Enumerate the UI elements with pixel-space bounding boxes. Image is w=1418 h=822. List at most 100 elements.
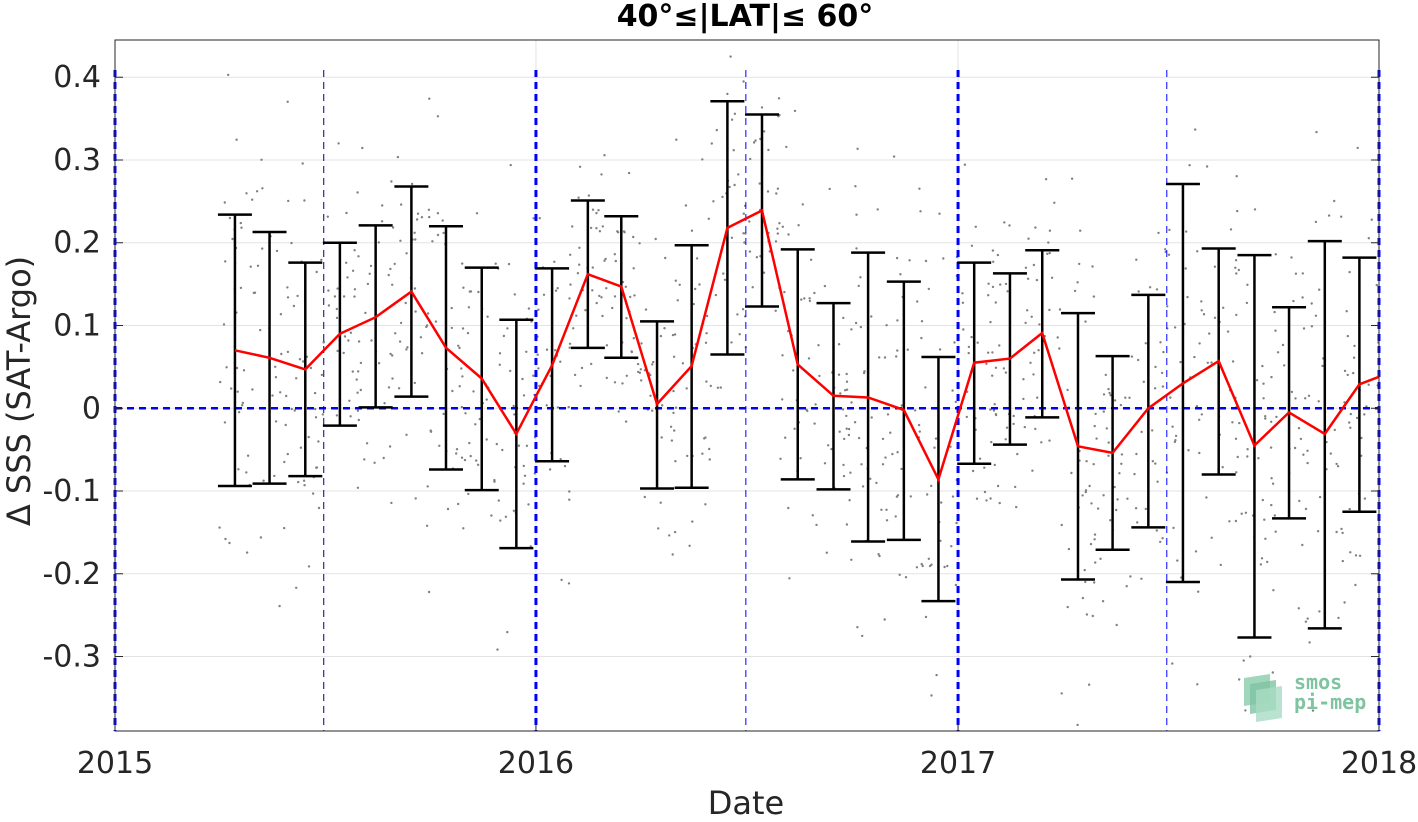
- scatter-point: [1084, 320, 1087, 323]
- scatter-point: [637, 370, 640, 374]
- scatter-point: [1321, 364, 1324, 368]
- scatter-point: [1092, 463, 1095, 466]
- scatter-point: [748, 250, 752, 253]
- scatter-point: [414, 238, 417, 241]
- scatter-point: [522, 482, 525, 485]
- scatter-point: [1348, 507, 1351, 511]
- scatter-point: [513, 413, 516, 416]
- scatter-point: [237, 411, 241, 414]
- scatter-point: [732, 149, 735, 152]
- scatter-point: [559, 458, 562, 461]
- scatter-point: [396, 155, 400, 159]
- scatter-point: [704, 503, 707, 506]
- scatter-point: [1329, 452, 1333, 455]
- scatter-point: [1306, 461, 1309, 465]
- scatter-point: [497, 499, 500, 502]
- scatter-point: [1179, 360, 1182, 364]
- scatter-point: [1206, 361, 1210, 364]
- scatter-point: [486, 315, 489, 318]
- scatter-point: [568, 297, 571, 300]
- scatter-point: [1154, 365, 1157, 369]
- scatter-point: [390, 501, 393, 505]
- scatter-point: [1108, 391, 1111, 395]
- scatter-point: [1249, 655, 1252, 658]
- scatter-point: [326, 215, 329, 218]
- scatter-point: [1310, 302, 1313, 305]
- scatter-point: [668, 534, 671, 537]
- scatter-point: [595, 301, 598, 305]
- scatter-point: [1102, 410, 1106, 413]
- scatter-point: [429, 429, 432, 432]
- scatter-point: [808, 299, 812, 303]
- scatter-point: [399, 321, 403, 325]
- scatter-point: [857, 436, 861, 440]
- scatter-point: [302, 479, 306, 482]
- scatter-point: [1363, 497, 1367, 500]
- scatter-point: [381, 204, 384, 207]
- scatter-point: [241, 401, 245, 405]
- scatter-point: [1087, 683, 1091, 686]
- scatter-point: [1311, 709, 1315, 712]
- scatter-point: [460, 367, 463, 370]
- scatter-point: [625, 374, 628, 377]
- scatter-point: [1352, 356, 1356, 359]
- scatter-point: [918, 430, 921, 433]
- scatter-point: [1246, 283, 1249, 286]
- scatter-point: [218, 526, 221, 529]
- scatter-point: [600, 296, 603, 299]
- scatter-point: [661, 404, 664, 407]
- scatter-point: [976, 341, 979, 344]
- scatter-point: [676, 299, 679, 302]
- scatter-point: [963, 163, 967, 166]
- scatter-point: [1159, 341, 1162, 344]
- scatter-point: [490, 514, 493, 517]
- x-axis-label: Date: [707, 784, 785, 822]
- scatter-point: [701, 452, 704, 455]
- scatter-point: [389, 267, 392, 271]
- scatter-point: [356, 486, 360, 489]
- scatter-point: [297, 480, 300, 484]
- scatter-point: [632, 267, 635, 270]
- scatter-point: [1219, 563, 1223, 567]
- scatter-point: [245, 551, 249, 554]
- scatter-point: [1308, 641, 1311, 644]
- scatter-point: [1130, 355, 1134, 358]
- scatter-point: [356, 191, 359, 194]
- scatter-point: [357, 340, 361, 343]
- scatter-point: [672, 411, 675, 415]
- scatter-point: [1070, 177, 1074, 180]
- scatter-point: [856, 626, 859, 629]
- scatter-point: [1194, 128, 1197, 131]
- scatter-point: [894, 515, 897, 518]
- scatter-point: [640, 342, 643, 345]
- scatter-point: [506, 630, 509, 634]
- scatter-point: [1318, 610, 1321, 613]
- scatter-point: [1294, 397, 1297, 400]
- scatter-point: [1353, 344, 1356, 348]
- scatter-point: [792, 369, 795, 372]
- scatter-point: [766, 190, 770, 193]
- scatter-point: [1348, 421, 1351, 424]
- scatter-point: [827, 444, 830, 447]
- scatter-point: [1076, 281, 1079, 284]
- scatter-point: [743, 241, 746, 244]
- scatter-point: [1246, 448, 1249, 451]
- scatter-point: [712, 200, 715, 203]
- scatter-point: [1337, 616, 1340, 620]
- scatter-point: [837, 343, 841, 346]
- scatter-point: [1327, 214, 1331, 217]
- scatter-point: [472, 390, 475, 393]
- scatter-point: [993, 463, 996, 467]
- scatter-point: [283, 460, 286, 464]
- scatter-point: [651, 409, 654, 412]
- scatter-point: [322, 340, 326, 343]
- scatter-point: [1234, 266, 1237, 269]
- scatter-point: [1076, 723, 1079, 727]
- scatter-point: [399, 239, 402, 242]
- scatter-point: [728, 185, 731, 189]
- scatter-point: [1006, 290, 1009, 293]
- scatter-point: [755, 256, 759, 259]
- scatter-point: [603, 154, 606, 157]
- plot-frame: [114, 39, 1380, 732]
- scatter-point: [845, 523, 849, 526]
